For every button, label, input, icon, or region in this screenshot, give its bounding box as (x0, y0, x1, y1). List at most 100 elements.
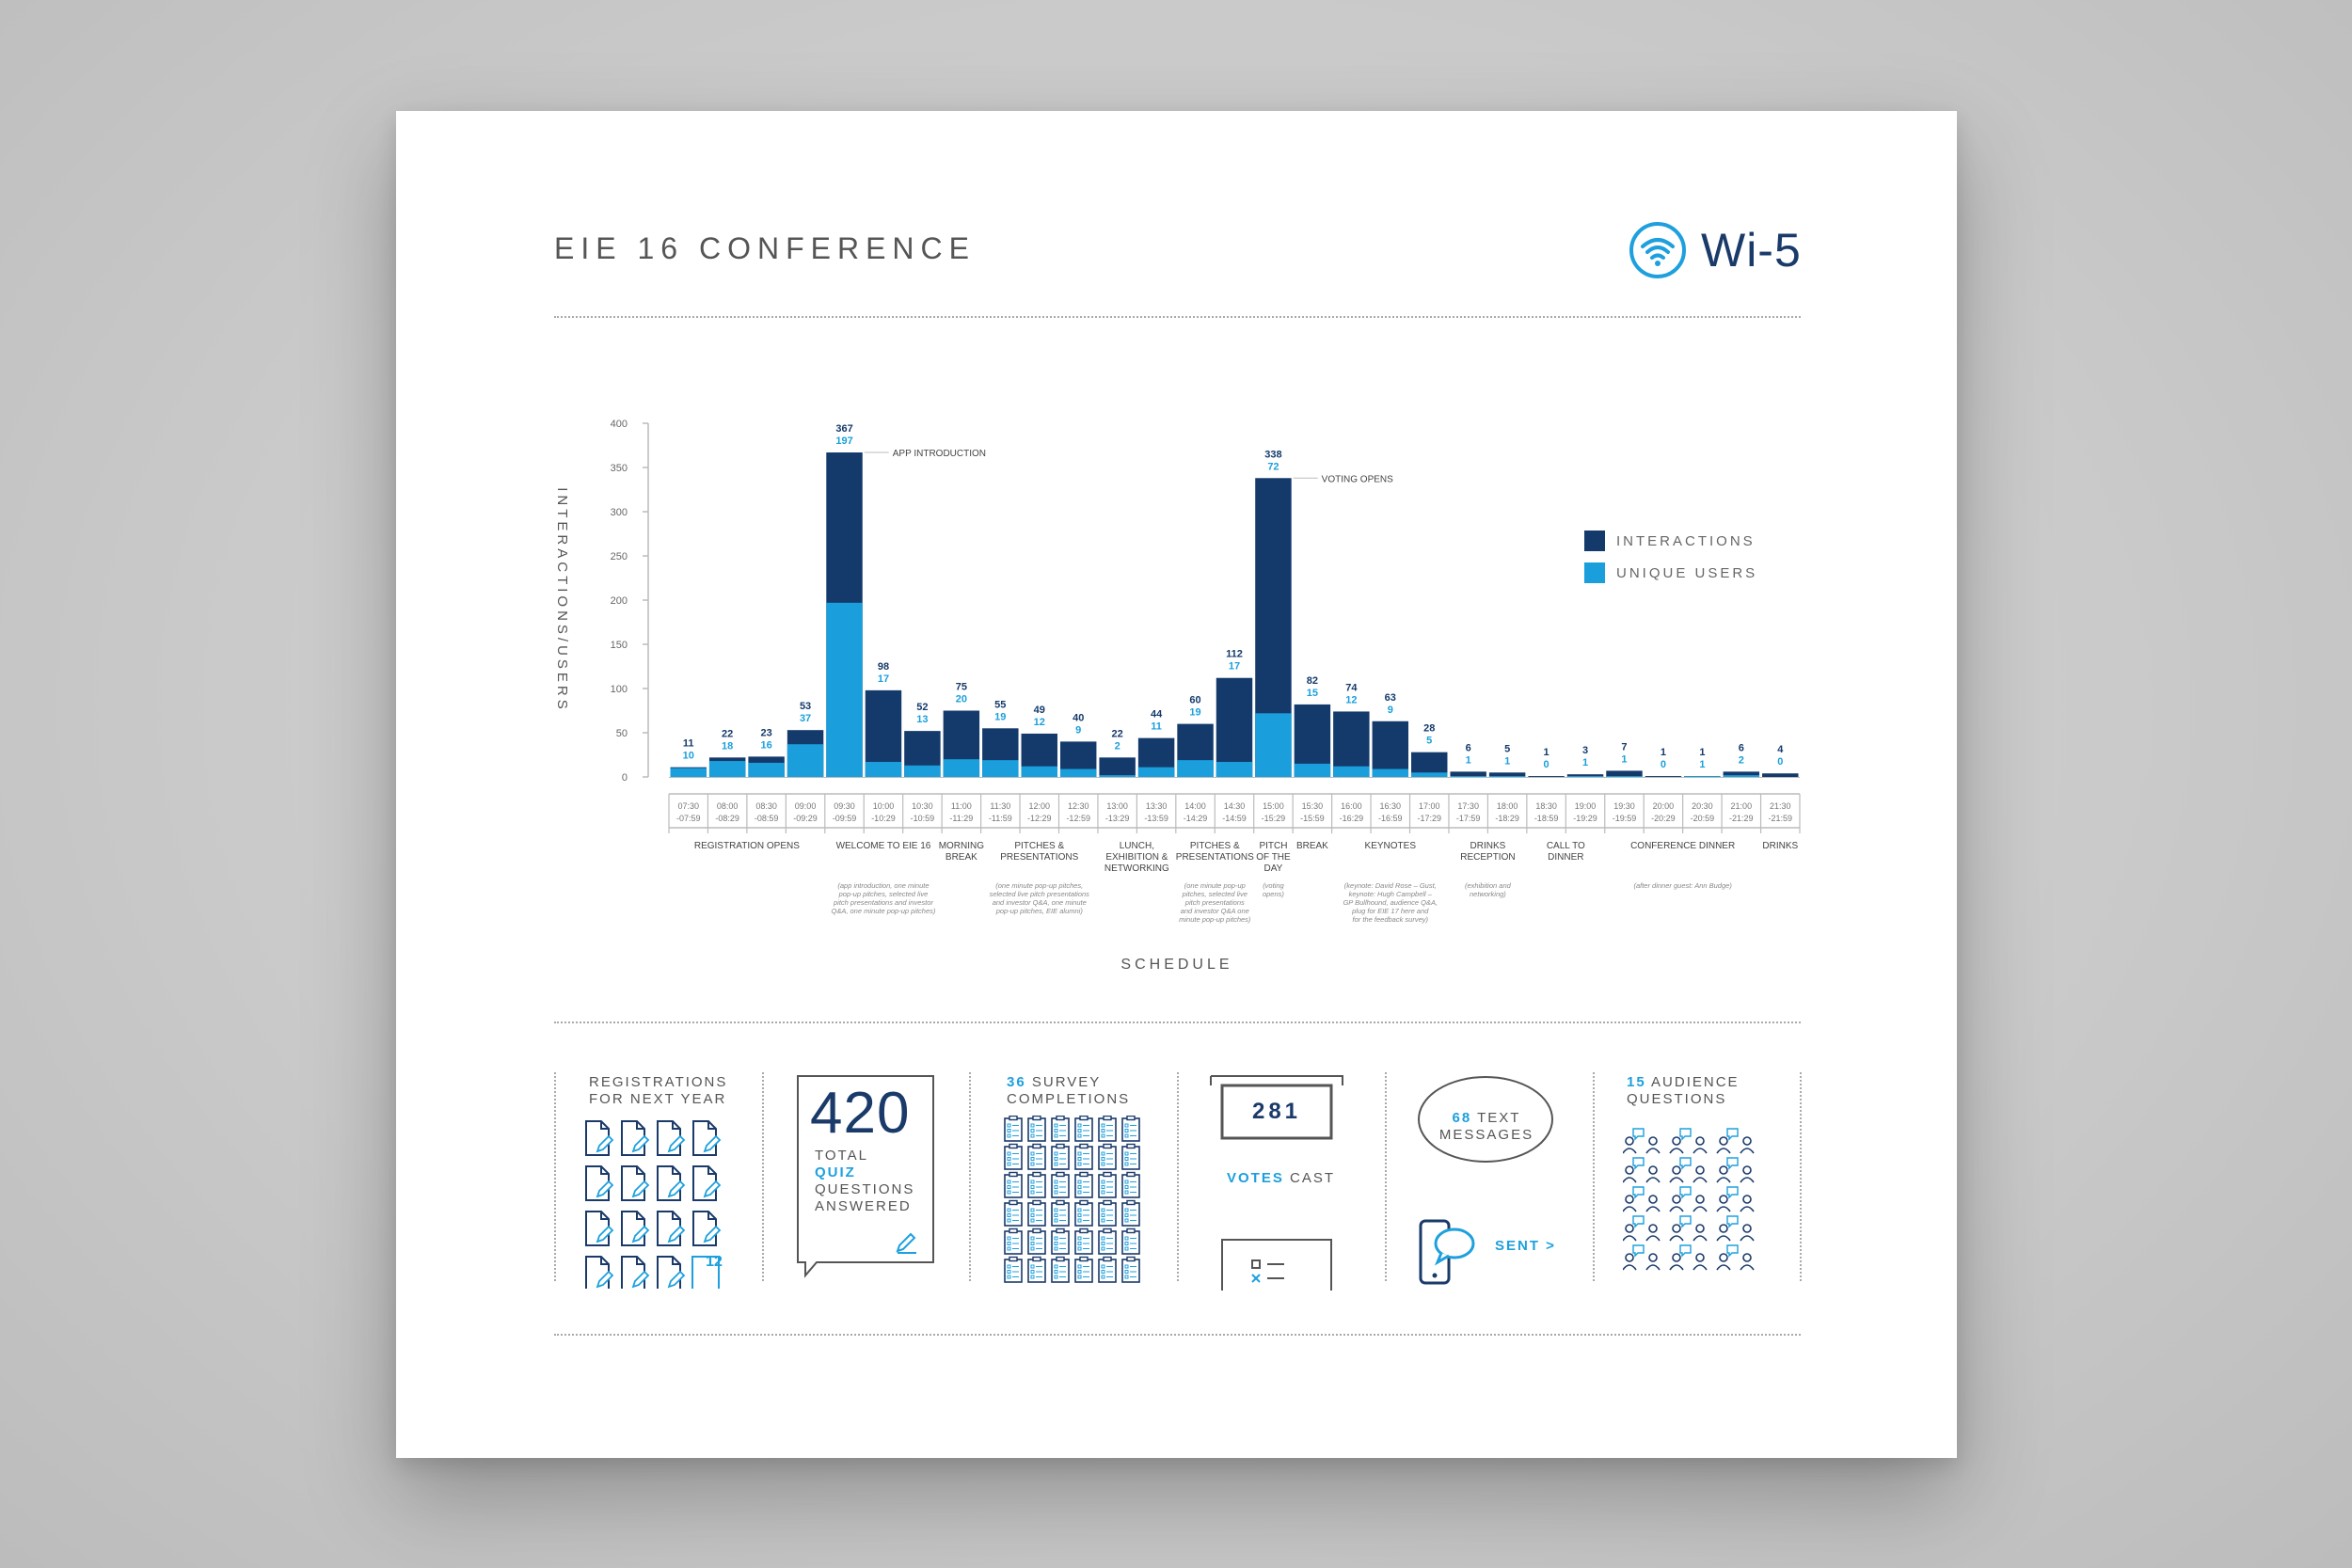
clipboard-icon (1004, 1256, 1023, 1283)
person-question-icon (1645, 1253, 1661, 1271)
data-label-interactions: 44 (1151, 709, 1163, 721)
data-label-unique-users: 12 (1345, 694, 1357, 705)
x-tick-label: 20:30 (1692, 801, 1713, 811)
data-label-interactions: 1 (1699, 747, 1705, 758)
data-label-unique-users: 197 (835, 436, 852, 447)
clipboard-icon (1051, 1171, 1070, 1198)
session-label: MORNING (939, 841, 985, 851)
session-note: pitch presentations (1184, 898, 1245, 907)
survey-line2: COMPLETIONS (1007, 1091, 1131, 1107)
x-tick-label: 21:30 (1770, 801, 1791, 811)
x-tick-label: -16:29 (1340, 814, 1364, 823)
person-question-icon (1623, 1244, 1645, 1271)
data-label-unique-users: 13 (916, 714, 928, 725)
bar-interactions (1723, 771, 1760, 777)
session-label: DINNER (1548, 852, 1583, 863)
clipboard-icon (1004, 1199, 1023, 1227)
data-label-unique-users: 9 (1388, 705, 1393, 716)
person-question-icon (1740, 1136, 1755, 1154)
session-label: NETWORKING (1104, 863, 1169, 874)
x-tick-label: 19:00 (1575, 801, 1597, 811)
clipboard-icon (1027, 1227, 1046, 1255)
votes-label: VOTES CAST (1227, 1170, 1335, 1187)
registrations-line2: FOR NEXT YEAR (589, 1091, 727, 1107)
x-tick-label: 15:00 (1263, 801, 1284, 811)
x-tick-label: -20:59 (1691, 814, 1715, 823)
x-tick-label: 11:30 (990, 801, 1010, 811)
audience-line1: AUDIENCE (1651, 1074, 1740, 1090)
session-note: selected live pitch presentations (990, 890, 1090, 898)
y-tick-label: 100 (611, 684, 628, 695)
person-question-icon (1669, 1215, 1692, 1242)
data-label-interactions: 6 (1739, 742, 1744, 753)
data-label-interactions: 112 (1226, 649, 1243, 660)
clipboard-icon (1098, 1143, 1117, 1170)
document-icon (692, 1211, 722, 1246)
x-tick-label: -14:29 (1184, 814, 1208, 823)
bar-unique-users (708, 761, 746, 777)
bar-unique-users (1137, 767, 1175, 777)
audience-line2: QUESTIONS (1627, 1091, 1727, 1107)
stat-separator (554, 1072, 556, 1281)
clipboard-icon (1027, 1143, 1046, 1170)
x-tick-label: -09:29 (793, 814, 818, 823)
x-tick-label: -13:29 (1105, 814, 1130, 823)
bar-interactions (1606, 770, 1643, 777)
session-label: EXHIBITION & (1105, 852, 1168, 863)
x-tick-label: -19:29 (1573, 814, 1597, 823)
session-note: pop-up pitches, EIE alumni) (995, 907, 1084, 915)
clipboard-icon (1074, 1116, 1093, 1142)
pencil-icon (896, 1232, 916, 1254)
session-label: CALL TO (1547, 841, 1585, 851)
person-question-icon (1740, 1253, 1755, 1271)
x-tick-label: 18:00 (1497, 801, 1518, 811)
session-label: PRESENTATIONS (1000, 852, 1078, 863)
bar-unique-users (1099, 775, 1136, 777)
clipboard-icon (1098, 1256, 1117, 1283)
session-label: PITCHES & (1014, 841, 1064, 851)
divider-top (554, 316, 1801, 318)
session-label: CONFERENCE DINNER (1630, 841, 1735, 851)
person-question-icon (1716, 1128, 1739, 1154)
texts-line2: MESSAGES (1438, 1127, 1534, 1143)
bar-unique-users (748, 762, 785, 777)
clipboard-icon (1027, 1256, 1046, 1283)
x-tick-label: 21:00 (1731, 801, 1753, 811)
data-label-interactions: 60 (1189, 695, 1200, 706)
bar-unique-users (904, 765, 941, 777)
quiz-line2: QUIZ (815, 1164, 856, 1180)
y-tick-label: 0 (622, 772, 628, 784)
clipboard-icon (1027, 1116, 1046, 1142)
x-tick-label: -18:29 (1495, 814, 1519, 823)
session-note: pitches, selected live (1182, 890, 1248, 898)
quiz-line3: QUESTIONS (815, 1181, 915, 1197)
data-label-interactions: 1 (1544, 747, 1549, 758)
data-label-interactions: 22 (722, 728, 733, 739)
votes-number: 281 (1251, 1099, 1302, 1124)
bar-unique-users (1021, 766, 1057, 777)
data-label-unique-users: 15 (1307, 688, 1318, 699)
bar-unique-users (1566, 776, 1604, 777)
data-label-interactions: 6 (1466, 742, 1471, 753)
clipboard-icon (1074, 1199, 1093, 1227)
person-question-icon (1669, 1244, 1692, 1271)
session-label: RECEPTION (1460, 852, 1515, 863)
clipboard-icon (1098, 1116, 1117, 1142)
session-label: OF THE (1256, 852, 1291, 863)
registrations-badge: 12 (706, 1254, 723, 1270)
clipboard-icon (1121, 1116, 1140, 1142)
logo-text: Wi-5 (1701, 224, 1802, 277)
session-note: (voting (1263, 881, 1284, 890)
y-tick-label: 50 (616, 728, 628, 739)
phone-message-icons (1418, 1076, 1553, 1285)
x-tick-label: -18:59 (1534, 814, 1559, 823)
data-label-unique-users: 37 (800, 713, 811, 724)
audience-title-line1: 15 AUDIENCE (1627, 1074, 1740, 1091)
x-tick-label: 10:30 (912, 801, 933, 811)
bar-unique-users (670, 768, 707, 777)
y-axis-label: INTERACTIONS/USERS (554, 487, 570, 713)
x-tick-label: 16:00 (1341, 801, 1362, 811)
bar-unique-users (1255, 713, 1292, 777)
bar-unique-users (826, 602, 863, 777)
person-question-icon (1623, 1128, 1645, 1154)
